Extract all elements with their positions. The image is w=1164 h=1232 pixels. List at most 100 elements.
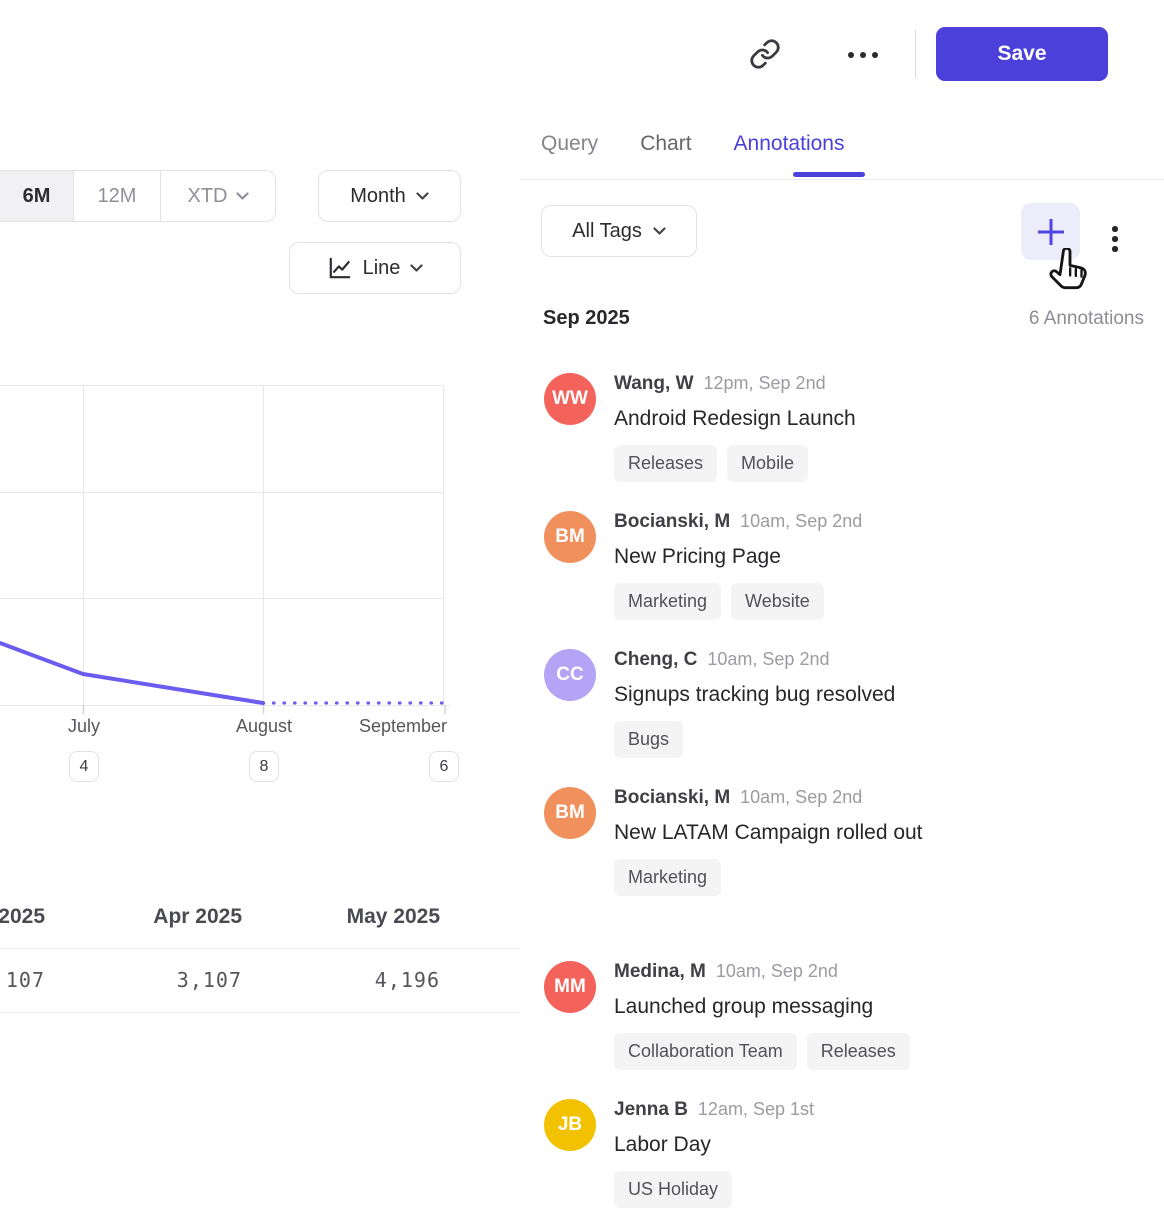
data-table-header-row: 2025 Apr 2025 May 2025 (0, 886, 520, 949)
chevron-down-icon (416, 192, 429, 200)
avatar: WW (544, 373, 596, 425)
copy-link-button[interactable] (748, 38, 782, 72)
chevron-down-icon (410, 264, 424, 272)
annotation-meta: Bocianski, M 10am, Sep 2nd (614, 787, 923, 809)
range-xtd-button[interactable]: XTD (160, 171, 275, 221)
tag-pill[interactable]: Website (731, 583, 824, 620)
annotation-tags: Marketing Website (614, 583, 862, 620)
annotation-title: New LATAM Campaign rolled out (614, 821, 923, 844)
annotation-count-badge-july[interactable]: 4 (69, 751, 99, 782)
annotation-list-item[interactable]: BM Bocianski, M 10am, Sep 2nd New Pricin… (544, 511, 862, 620)
tab-query[interactable]: Query (541, 131, 599, 155)
line-chart-icon (329, 257, 350, 279)
avatar: MM (544, 961, 596, 1013)
tag-pill[interactable]: Releases (806, 1033, 910, 1070)
section-month-label: Sep 2025 (543, 307, 630, 329)
tag-pill[interactable]: Bugs (614, 721, 684, 758)
x-axis-label-july: July (67, 716, 100, 736)
range-12m-button[interactable]: 12M (73, 171, 160, 221)
tag-pill[interactable]: Collaboration Team (614, 1033, 797, 1070)
topbar-divider (915, 30, 916, 78)
chart-series-actual (0, 641, 265, 705)
annotations-section-header: Sep 2025 6 Annotations (543, 307, 1144, 330)
date-range-segmented-control: 6M 12M XTD (0, 170, 276, 222)
line-chart[interactable] (0, 385, 466, 717)
panel-tabs: Query Chart Annotations (520, 108, 1164, 180)
annotation-time: 12am, Sep 1st (697, 1099, 814, 1119)
tag-pill[interactable]: Marketing (614, 583, 722, 620)
chevron-down-icon (653, 227, 666, 235)
annotation-tags: Marketing (614, 859, 923, 896)
annotation-list-item[interactable]: CC Cheng, C 10am, Sep 2nd Signups tracki… (544, 649, 895, 758)
chart-panel: 6M 12M XTD Month Line (0, 108, 521, 1232)
plus-icon (1037, 218, 1064, 245)
annotation-list-item[interactable]: BM Bocianski, M 10am, Sep 2nd New LATAM … (544, 787, 923, 896)
annotation-list-item[interactable]: JB Jenna B 12am, Sep 1st Labor Day US Ho… (544, 1099, 814, 1208)
annotation-time: 10am, Sep 2nd (715, 961, 838, 981)
tab-chart[interactable]: Chart (640, 131, 692, 155)
annotation-title: Android Redesign Launch (614, 407, 856, 430)
save-button[interactable]: Save (936, 27, 1108, 81)
avatar: CC (544, 649, 596, 701)
annotation-count-badge-september[interactable]: 6 (429, 751, 459, 782)
tag-pill[interactable]: Mobile (727, 445, 809, 482)
data-table-value-row[interactable]: 107 3,107 4,196 (0, 948, 520, 1013)
tag-pill[interactable]: Marketing (614, 859, 722, 896)
annotation-meta: Medina, M 10am, Sep 2nd (614, 961, 910, 983)
annotation-author: Jenna B (614, 1099, 688, 1120)
tab-annotations[interactable]: Annotations (733, 131, 845, 155)
table-cell: 4,196 (374, 968, 440, 992)
tag-pill[interactable]: Releases (614, 445, 718, 482)
active-tab-indicator (793, 172, 865, 177)
tag-pill[interactable]: US Holiday (614, 1171, 733, 1208)
interval-dropdown[interactable]: Month (318, 170, 461, 222)
x-axis-label-september: September (358, 716, 447, 736)
kebab-icon (1112, 226, 1118, 252)
annotation-tags: Releases Mobile (614, 445, 856, 482)
avatar: JB (544, 1099, 596, 1151)
avatar: BM (544, 511, 596, 563)
tags-filter-label: All Tags (572, 219, 642, 242)
annotation-time: 10am, Sep 2nd (740, 511, 863, 531)
annotation-time: 10am, Sep 2nd (707, 649, 830, 669)
annotations-panel: Query Chart Annotations All Tags Sep 202… (520, 108, 1164, 1232)
column-header: Apr 2025 (153, 905, 242, 928)
annotation-author: Medina, M (614, 961, 706, 982)
annotation-meta: Wang, W 12pm, Sep 2nd (614, 373, 856, 395)
section-count-label: 6 Annotations (1028, 308, 1144, 329)
table-cell: 3,107 (176, 968, 242, 992)
chart-type-dropdown[interactable]: Line (289, 242, 461, 294)
annotation-author: Cheng, C (614, 649, 698, 670)
x-axis-label-august: August (235, 716, 293, 736)
more-options-button[interactable] (842, 44, 884, 66)
chevron-down-icon (235, 192, 249, 200)
ellipsis-icon (848, 52, 878, 58)
annotation-meta: Jenna B 12am, Sep 1st (614, 1099, 814, 1121)
annotation-tags: Collaboration Team Releases (614, 1033, 910, 1070)
add-annotation-button[interactable] (1021, 203, 1080, 260)
chart-type-label: Line (362, 256, 401, 279)
annotation-title: Signups tracking bug resolved (614, 683, 896, 706)
avatar: BM (544, 787, 596, 839)
interval-label: Month (350, 184, 406, 207)
annotation-tags: US Holiday (614, 1171, 814, 1208)
tags-filter-dropdown[interactable]: All Tags (541, 205, 697, 257)
annotation-title: Launched group messaging (614, 995, 874, 1018)
annotation-list-item[interactable]: WW Wang, W 12pm, Sep 2nd Android Redesig… (544, 373, 856, 482)
range-xtd-label: XTD (187, 184, 228, 207)
annotation-title: Labor Day (614, 1133, 711, 1156)
annotation-author: Wang, W (614, 373, 694, 394)
annotation-time: 12pm, Sep 2nd (703, 373, 826, 393)
table-cell: 107 (5, 968, 45, 992)
annotation-count-badge-august[interactable]: 8 (249, 751, 279, 782)
column-header: May 2025 (346, 905, 440, 928)
annotation-author: Bocianski, M (614, 787, 731, 808)
range-6m-button[interactable]: 6M (0, 171, 73, 221)
top-bar: Save (0, 0, 1164, 109)
annotations-menu-button[interactable] (1102, 216, 1128, 262)
annotation-meta: Bocianski, M 10am, Sep 2nd (614, 511, 862, 533)
annotation-time: 10am, Sep 2nd (740, 787, 863, 807)
annotation-list-item[interactable]: MM Medina, M 10am, Sep 2nd Launched grou… (544, 961, 910, 1070)
annotation-title: New Pricing Page (614, 545, 781, 568)
